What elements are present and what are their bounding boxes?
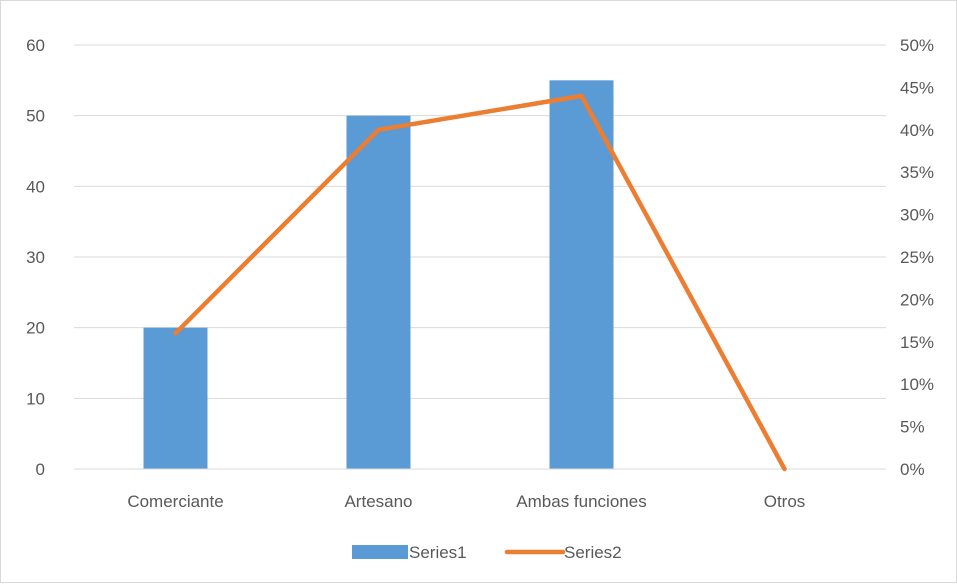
- secondary-y-tick-label: 50%: [900, 36, 934, 55]
- secondary-y-tick-label: 5%: [900, 418, 925, 437]
- category-label: Otros: [764, 492, 806, 511]
- category-label: Comerciante: [127, 492, 223, 511]
- series1-bars: [144, 80, 614, 469]
- primary-y-tick-label: 50: [26, 107, 45, 126]
- legend: Series1 Series2: [352, 543, 622, 562]
- primary-y-tick-label: 40: [26, 177, 45, 196]
- primary-y-tick-label: 10: [26, 389, 45, 408]
- category-label: Artesano: [344, 492, 412, 511]
- secondary-y-axis-tick-labels: 0% 5% 10% 15% 20% 25% 30% 35% 40% 45% 50%: [900, 36, 934, 479]
- primary-y-tick-label: 20: [26, 319, 45, 338]
- primary-y-axis-tick-labels: 0 10 20 30 40 50 60: [26, 36, 45, 479]
- bar-comerciante: [144, 328, 208, 469]
- secondary-y-tick-label: 20%: [900, 290, 934, 309]
- bar-artesano: [347, 116, 411, 469]
- secondary-y-tick-label: 0%: [900, 460, 925, 479]
- secondary-y-tick-label: 45%: [900, 78, 934, 97]
- primary-y-tick-label: 30: [26, 248, 45, 267]
- category-label: Ambas funciones: [516, 492, 646, 511]
- series2-line: [175, 96, 784, 469]
- secondary-y-tick-label: 10%: [900, 375, 934, 394]
- legend-label-series2: Series2: [564, 543, 622, 562]
- x-axis-category-labels: Comerciante Artesano Ambas funciones Otros: [127, 492, 805, 511]
- secondary-y-tick-label: 25%: [900, 248, 934, 267]
- secondary-y-tick-label: 40%: [900, 121, 934, 140]
- primary-y-tick-label: 0: [36, 460, 45, 479]
- legend-swatch-series1: [352, 545, 408, 559]
- primary-y-tick-label: 60: [26, 36, 45, 55]
- series2-polyline: [176, 96, 785, 469]
- secondary-y-tick-label: 30%: [900, 206, 934, 225]
- secondary-y-tick-label: 15%: [900, 333, 934, 352]
- secondary-y-tick-label: 35%: [900, 163, 934, 182]
- legend-label-series1: Series1: [409, 543, 467, 562]
